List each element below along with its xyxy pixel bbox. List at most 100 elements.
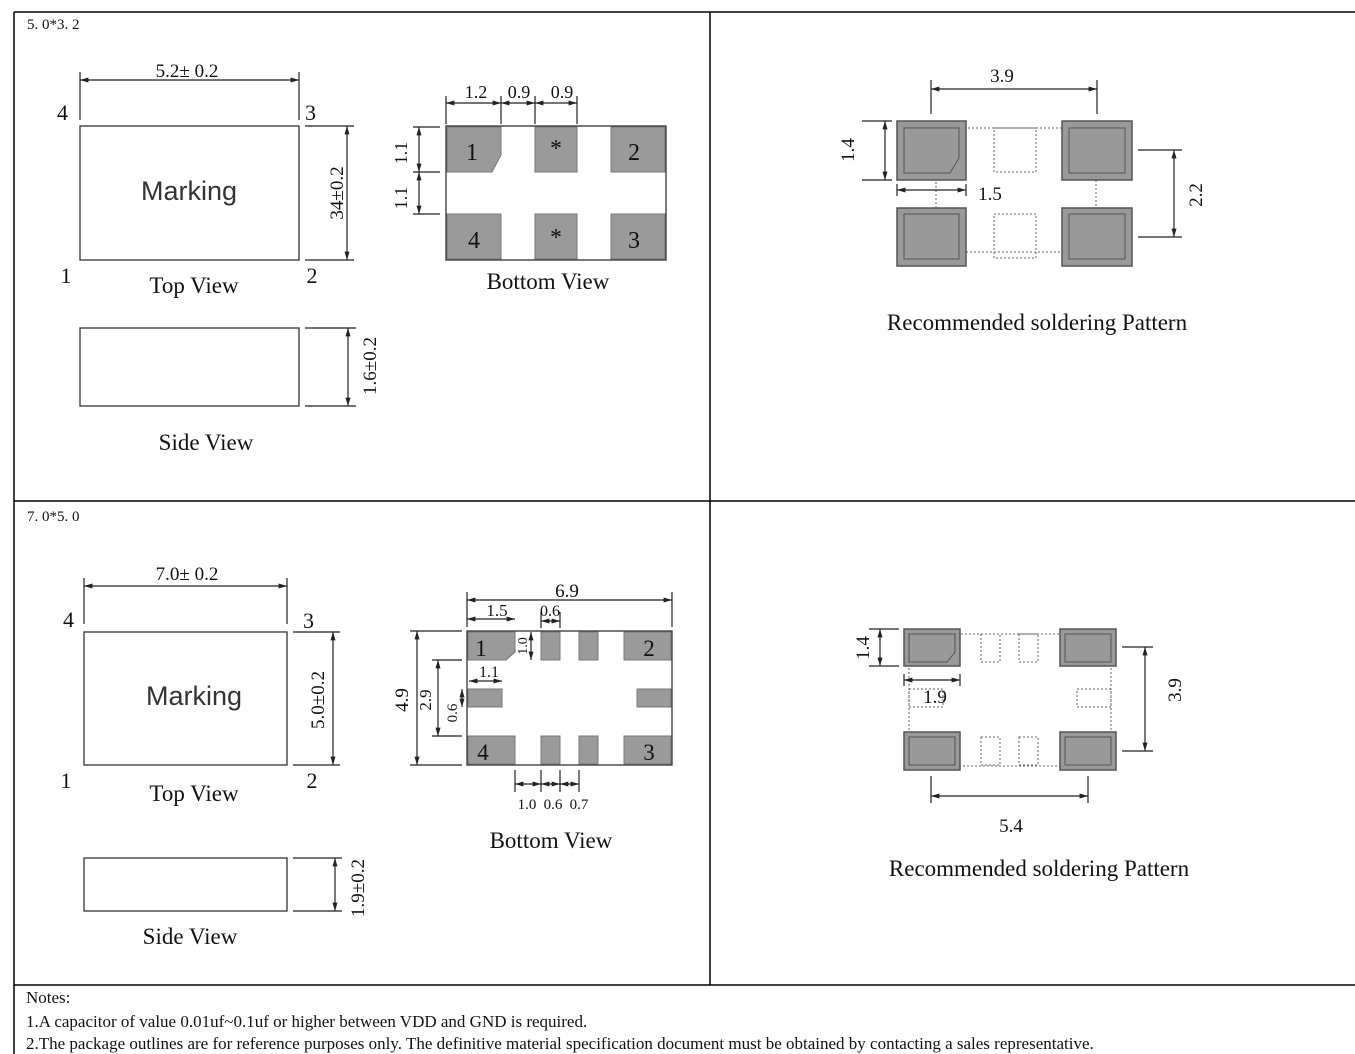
pad-3 — [610, 213, 666, 260]
pin-label-1: 1 — [61, 263, 72, 288]
side-view-title: Side View — [159, 430, 254, 455]
table-frame — [13, 11, 1355, 1054]
pad-2 — [623, 631, 672, 661]
pattern-dim-label-5-4: 5.4 — [999, 816, 1023, 837]
pad-nc-2 — [578, 631, 599, 661]
pad-4 — [467, 735, 516, 765]
solder-pad-3 — [1059, 731, 1117, 771]
pad-label-nc-bottom: * — [550, 225, 562, 251]
dim-label-6-9: 6.9 — [555, 581, 579, 602]
dim-label-2-9: 2.9 — [416, 689, 435, 710]
side-height-dim-label: 1.9±0.2 — [348, 859, 369, 917]
soldering-pattern-5032: 3.9 1.4 1.5 2.2 Recommended soldering Pa… — [838, 66, 1207, 335]
dim-label-b-0-6: 0.6 — [544, 797, 563, 813]
pattern-dim-label-1-9: 1.9 — [923, 687, 947, 708]
pattern-dim-label-3-9: 3.9 — [990, 66, 1014, 87]
pattern-dim-label-1-4: 1.4 — [853, 636, 874, 660]
bottom-view-title: Bottom View — [487, 269, 610, 294]
pin-label-3: 3 — [305, 100, 316, 125]
pattern-dim-label-1-5: 1.5 — [978, 184, 1002, 205]
top-view-body — [83, 631, 288, 766]
width-dim-label: 5.2± 0.2 — [156, 61, 219, 82]
marking-label: Marking — [141, 176, 237, 206]
top-view-title: Top View — [149, 781, 239, 806]
note-2: 2.The package outlines are for reference… — [26, 1034, 1094, 1053]
height-dim-label: 5.0±0.2 — [308, 671, 329, 729]
bottom-view-title: Bottom View — [490, 828, 613, 853]
pad-label-1: 1 — [475, 636, 487, 661]
dim-label-1-0: 1.0 — [516, 637, 531, 655]
pad-2 — [610, 126, 666, 173]
pad-label-2: 2 — [643, 636, 655, 661]
side-view-body — [79, 327, 300, 407]
pad-nc-bottom — [534, 213, 578, 260]
pin-label-4: 4 — [63, 607, 74, 632]
solder-pad-4 — [896, 207, 967, 267]
top-view-7050: 7.0± 0.2 5.0±0.2 Marking 4 3 1 2 Top Vie… — [61, 564, 340, 806]
pattern-title: Recommended soldering Pattern — [889, 856, 1190, 881]
pad-nc-4 — [578, 735, 599, 765]
side-view-5032: 1.6±0.2 Side View — [79, 327, 381, 455]
pin-label-3: 3 — [303, 608, 314, 633]
dim-label-0-9a: 0.9 — [508, 82, 531, 102]
pad-label-1: 1 — [466, 140, 478, 166]
pad-side-left — [467, 688, 503, 708]
pin-label-2: 2 — [307, 768, 318, 793]
dim-label-b-0-7: 0.7 — [570, 797, 589, 813]
dim-label-1-1: 1.1 — [479, 664, 499, 681]
marking-label: Marking — [146, 681, 242, 711]
pad-label-nc-top: * — [550, 136, 562, 162]
pad-label-4: 4 — [468, 228, 480, 254]
notes-heading: Notes: — [26, 988, 71, 1007]
side-view-title: Side View — [143, 924, 238, 949]
pad-4 — [446, 213, 502, 260]
top-view-body — [79, 125, 300, 261]
dim-label-4-9: 4.9 — [392, 688, 413, 712]
pad-nc-top — [534, 126, 578, 173]
dim-label-b-1-0: 1.0 — [518, 797, 537, 813]
dim-label-0-6-left: 0.6 — [445, 703, 461, 722]
dim-label-0-6: 0.6 — [540, 603, 560, 620]
dim-label-0-9b: 0.9 — [551, 82, 574, 102]
note-1: 1.A capacitor of value 0.01uf~0.1uf or h… — [26, 1012, 588, 1031]
soldering-pattern-7050: 1.4 1.9 3.9 5.4 Recommended soldering Pa… — [853, 628, 1190, 881]
solder-pad-1 — [896, 120, 967, 181]
pad-label-3: 3 — [643, 740, 655, 765]
top-view-5032: 5.2± 0.2 34±0.2 Marking 4 3 1 2 Top View — [57, 61, 354, 298]
pad-side-right — [636, 688, 672, 708]
pad-label-4: 4 — [477, 740, 489, 765]
pin-label-2: 2 — [307, 263, 318, 288]
pad-nc-1 — [540, 631, 561, 661]
pad-nc-3 — [540, 735, 561, 765]
pattern-title: Recommended soldering Pattern — [887, 310, 1188, 335]
dim-label-1-2: 1.2 — [465, 82, 488, 102]
solder-pad-1 — [903, 628, 961, 667]
side-view-body — [83, 857, 288, 912]
height-dim-label: 34±0.2 — [327, 166, 348, 219]
pin-label-4: 4 — [57, 100, 68, 125]
solder-pad-4 — [903, 731, 961, 771]
dim-label-1-1b: 1.1 — [391, 187, 411, 210]
dim-label-1-5: 1.5 — [486, 601, 507, 620]
solder-pad-3 — [1061, 207, 1133, 267]
pad-label-2: 2 — [628, 140, 640, 166]
pad-3 — [623, 735, 672, 765]
dim-label-1-1a: 1.1 — [391, 142, 411, 165]
solder-pad-2 — [1059, 628, 1117, 667]
pin-label-1: 1 — [61, 768, 72, 793]
package-label-7050: 7. 0*5. 0 — [27, 509, 80, 525]
side-view-7050: 1.9±0.2 Side View — [83, 857, 369, 949]
pattern-dim-label-3-9: 3.9 — [1165, 678, 1186, 702]
pad-1 — [446, 126, 502, 173]
pad-label-3: 3 — [628, 228, 640, 254]
top-view-title: Top View — [149, 273, 239, 298]
pattern-dim-label-2-2: 2.2 — [1186, 183, 1207, 207]
side-height-dim-label: 1.6±0.2 — [360, 337, 381, 395]
bottom-view-7050: 1 2 4 3 6.9 1.5 0.6 1.0 1.1 4.9 2.9 0.6 — [392, 581, 673, 853]
solder-pad-2 — [1061, 120, 1133, 181]
package-label-5032: 5. 0*3. 2 — [27, 17, 80, 33]
pad-1 — [467, 631, 516, 661]
bottom-view-5032: 1 * 2 4 * 3 1.2 0.9 0.9 1.1 1.1 Bottom V… — [391, 82, 667, 294]
width-dim-label: 7.0± 0.2 — [156, 564, 219, 585]
